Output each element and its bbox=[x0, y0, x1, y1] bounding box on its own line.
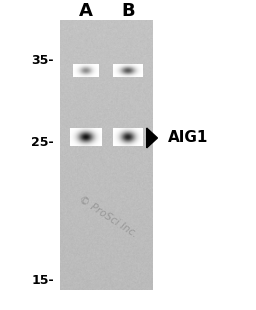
Text: 35-: 35- bbox=[31, 54, 54, 67]
Polygon shape bbox=[147, 128, 157, 148]
Text: A: A bbox=[79, 2, 93, 20]
Text: © ProSci Inc.: © ProSci Inc. bbox=[77, 194, 138, 240]
Text: AIG1: AIG1 bbox=[168, 131, 208, 145]
Text: 15-: 15- bbox=[31, 274, 54, 287]
Text: B: B bbox=[121, 2, 135, 20]
Text: 25-: 25- bbox=[31, 136, 54, 149]
